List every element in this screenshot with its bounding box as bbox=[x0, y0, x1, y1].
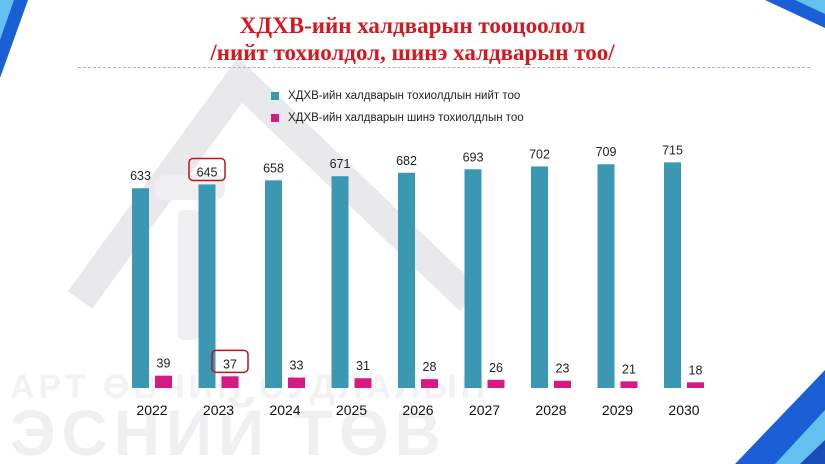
data-label-new-2022: 39 bbox=[157, 357, 171, 371]
bar-total-2028 bbox=[531, 166, 548, 388]
legend-item-new: ХДХВ-ийн халдварын шинэ тохиолдлын тоо bbox=[271, 108, 524, 128]
bar-total-2022 bbox=[132, 188, 149, 388]
bar-total-2027 bbox=[464, 169, 482, 388]
svg-text:ЭСНИЙ ТӨВ: ЭСНИЙ ТӨВ bbox=[10, 396, 447, 464]
title-line-1: ХДХВ-ийн халдварын тооцоолол bbox=[239, 13, 586, 38]
data-label-total-2025: 671 bbox=[330, 157, 351, 171]
bar-total-2025 bbox=[331, 176, 349, 388]
data-label-new-2025: 31 bbox=[356, 359, 370, 373]
highlight-box-new-2023 bbox=[211, 349, 249, 374]
x-tick-label-2027: 2027 bbox=[469, 402, 500, 418]
x-tick-label-2028: 2028 bbox=[535, 402, 566, 418]
bar-total-2023 bbox=[198, 184, 216, 388]
highlight-box-total-2023 bbox=[188, 157, 226, 182]
data-label-new-2029: 21 bbox=[622, 362, 636, 376]
bar-total-2024 bbox=[265, 180, 282, 388]
legend-item-total: ХДХВ-ийн халдварын тохиолдлын нийт тоо bbox=[271, 86, 524, 106]
data-label-total-2028: 702 bbox=[529, 147, 550, 161]
bar-new-2030 bbox=[687, 382, 704, 388]
data-label-total-2030: 715 bbox=[662, 143, 683, 157]
bar-new-2025 bbox=[354, 378, 372, 388]
bar-total-2026 bbox=[398, 172, 415, 388]
x-tick-label-2026: 2026 bbox=[402, 402, 433, 418]
bar-total-2030 bbox=[664, 162, 681, 388]
title-divider bbox=[78, 67, 810, 68]
corner-decoration-bottom-right bbox=[735, 370, 825, 464]
bar-new-2029 bbox=[620, 381, 638, 388]
bar-new-2028 bbox=[554, 380, 571, 388]
data-label-new-2028: 23 bbox=[556, 362, 570, 376]
page-title: ХДХВ-ийн халдварын тооцоолол /нийт тохио… bbox=[0, 12, 825, 66]
title-line-2: /нийт тохиолдол, шинэ халдварын тоо/ bbox=[210, 40, 615, 65]
data-label-new-2030: 18 bbox=[689, 363, 703, 377]
data-label-total-2023: 645 bbox=[197, 165, 218, 179]
bar-new-2024 bbox=[288, 377, 305, 388]
x-tick-label-2022: 2022 bbox=[136, 402, 167, 418]
data-label-total-2027: 693 bbox=[463, 150, 484, 164]
bar-new-2027 bbox=[487, 379, 505, 388]
data-label-new-2026: 28 bbox=[423, 360, 437, 374]
bar-new-2023 bbox=[221, 376, 239, 388]
legend-swatch-new bbox=[271, 114, 279, 122]
bar-total-2029 bbox=[597, 164, 615, 388]
x-tick-label-2023: 2023 bbox=[203, 402, 234, 418]
chart-legend: ХДХВ-ийн халдварын тохиолдлын нийт тоо Х… bbox=[271, 86, 524, 130]
data-label-new-2024: 33 bbox=[290, 359, 304, 373]
data-label-total-2026: 682 bbox=[396, 154, 417, 168]
x-tick-label-2025: 2025 bbox=[336, 402, 367, 418]
data-label-new-2023: 37 bbox=[223, 357, 237, 371]
data-label-total-2024: 658 bbox=[263, 161, 284, 175]
bar-new-2022 bbox=[155, 375, 172, 388]
corner-decoration-top-left bbox=[0, 0, 28, 78]
x-tick-label-2029: 2029 bbox=[602, 402, 633, 418]
bar-new-2026 bbox=[421, 379, 438, 388]
corner-decoration-top-right bbox=[765, 0, 825, 28]
data-label-new-2027: 26 bbox=[489, 361, 503, 375]
legend-swatch-total bbox=[271, 92, 279, 100]
legend-label-new: ХДХВ-ийн халдварын шинэ тохиолдлын тоо bbox=[288, 112, 524, 124]
legend-label-total: ХДХВ-ийн халдварын тохиолдлын нийт тоо bbox=[288, 90, 521, 102]
x-tick-label-2030: 2030 bbox=[668, 402, 699, 418]
x-tick-label-2024: 2024 bbox=[269, 402, 300, 418]
data-label-total-2022: 633 bbox=[130, 169, 151, 183]
data-label-total-2029: 709 bbox=[596, 145, 617, 159]
